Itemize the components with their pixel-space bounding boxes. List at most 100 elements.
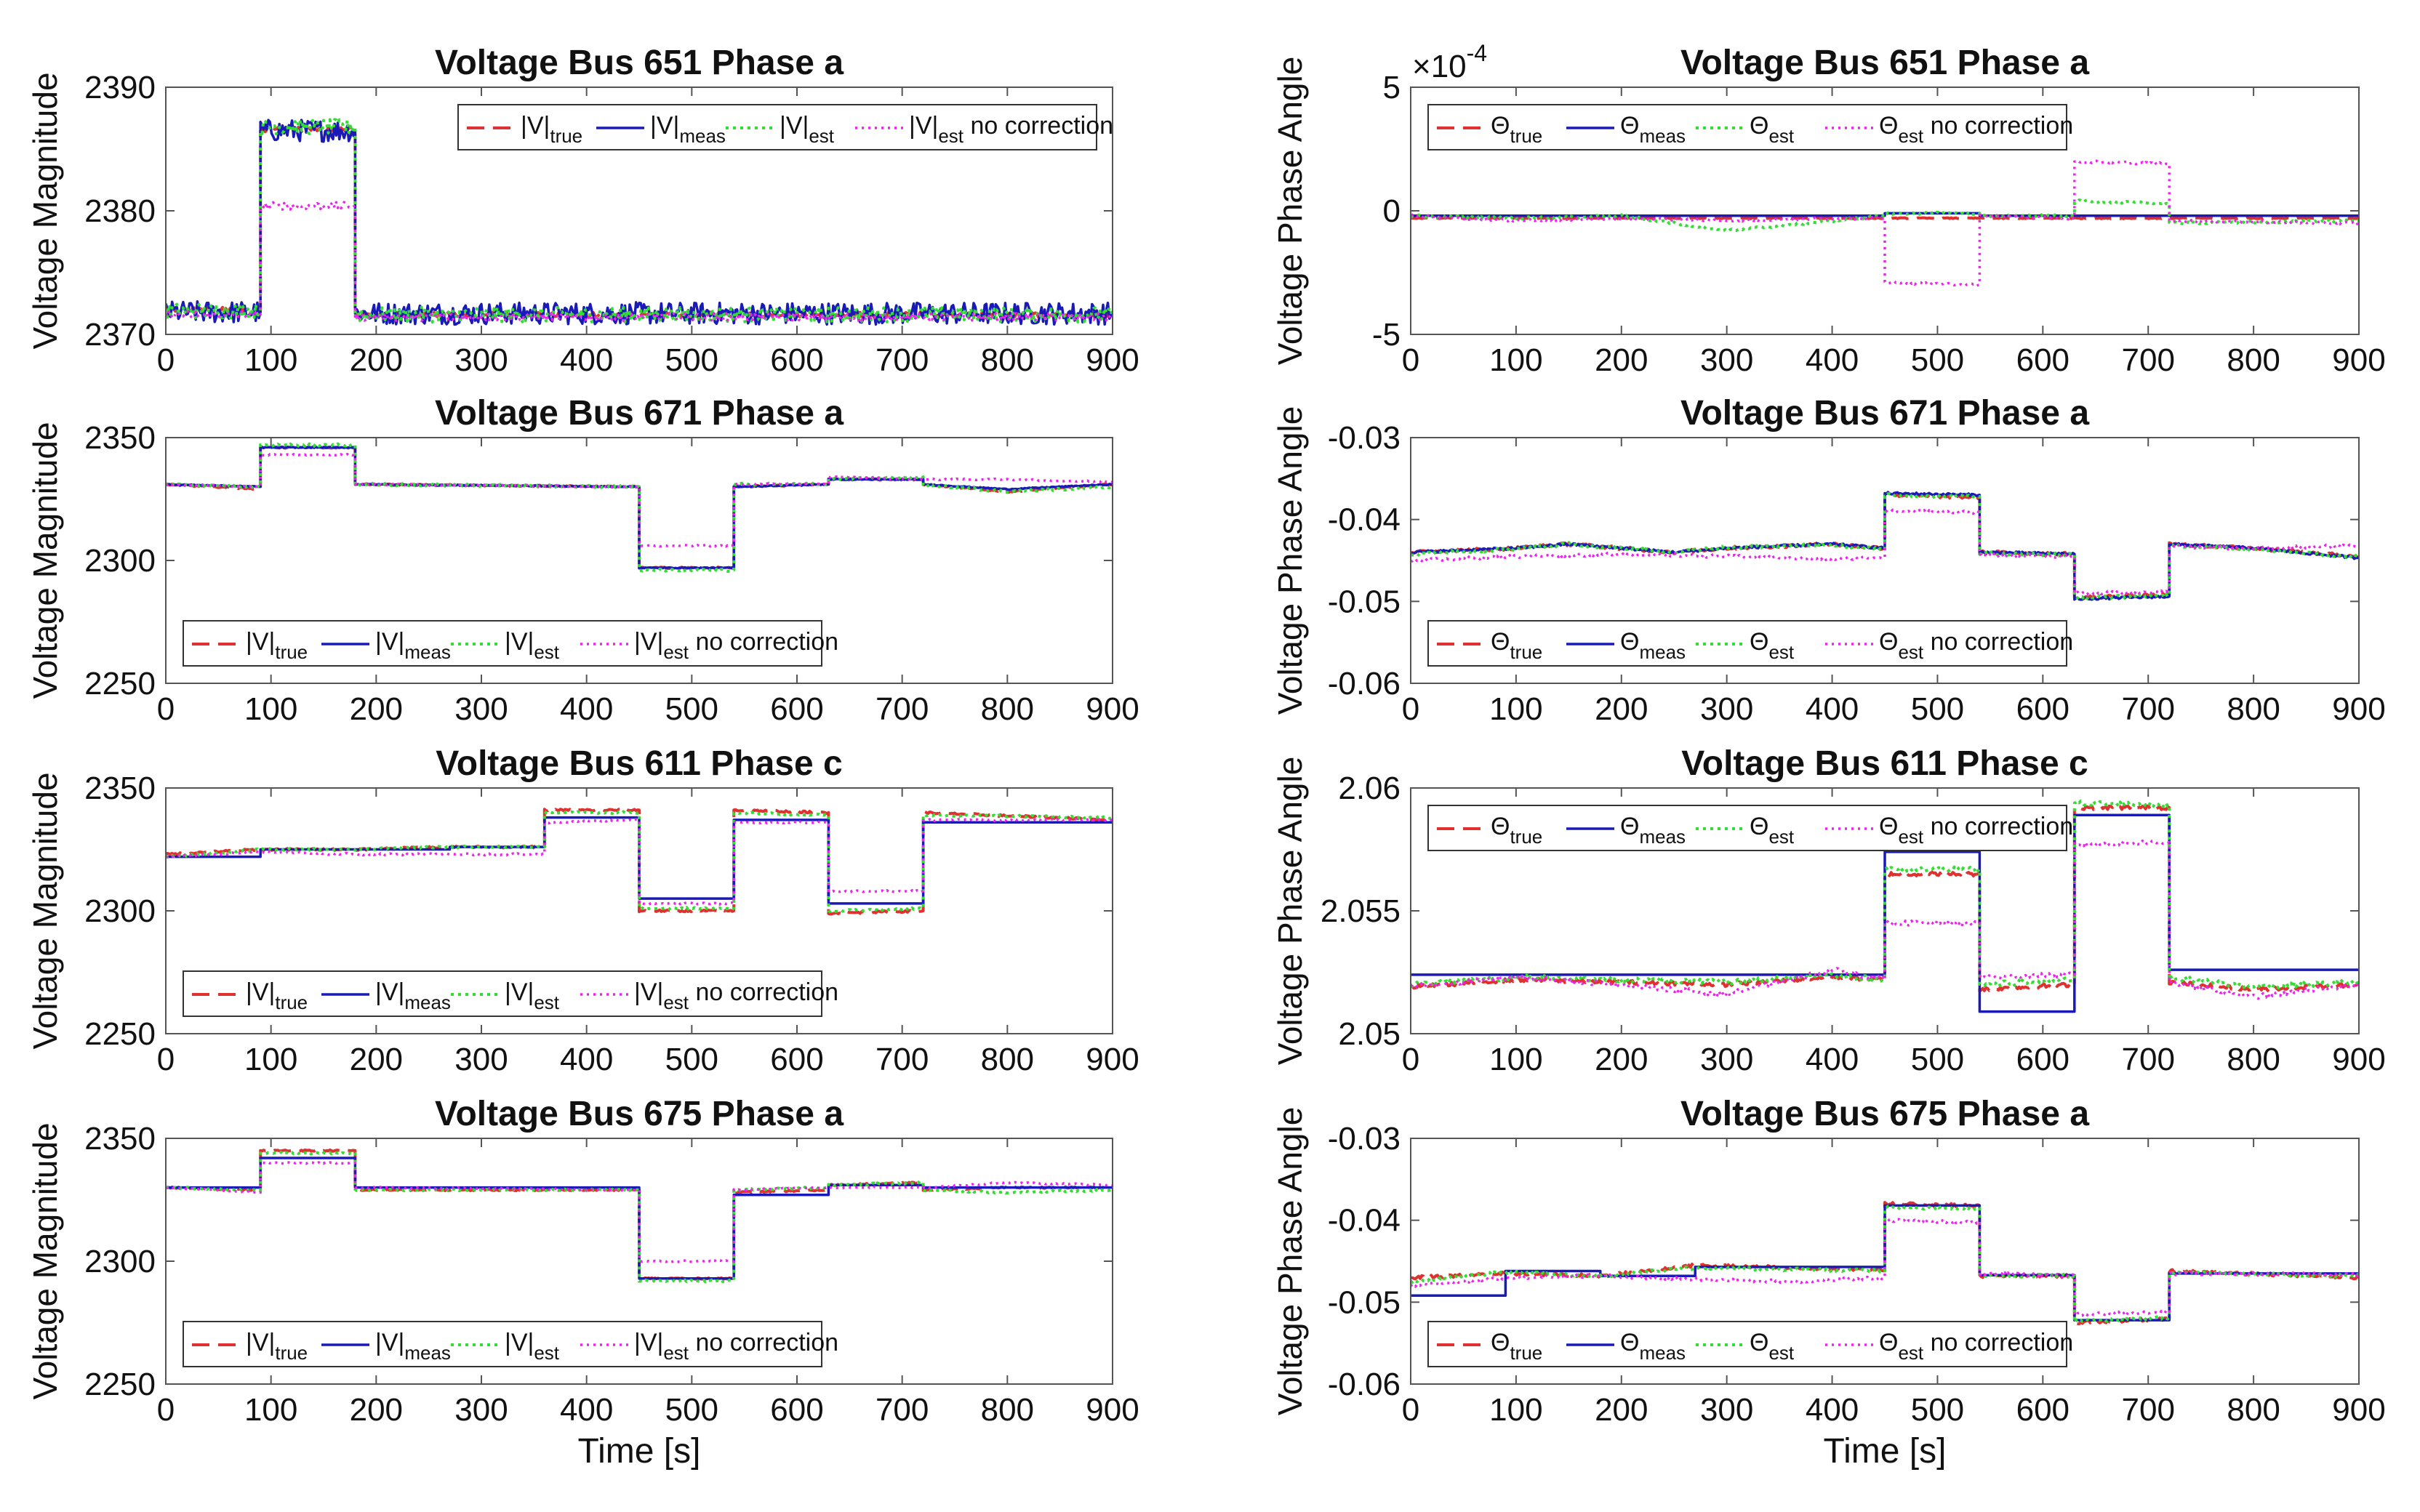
legend-label-est: Θest <box>1750 813 1795 848</box>
series-line-est <box>166 118 1113 323</box>
x-tick-label: 800 <box>981 342 1034 378</box>
legend-subscript: true <box>275 1342 308 1364</box>
legend-label-true: Θtrue <box>1491 813 1542 848</box>
x-tick-label: 400 <box>1806 1392 1859 1428</box>
series-line-nocorr <box>166 452 1113 548</box>
legend-symbol: Θ <box>1879 1329 1898 1356</box>
legend-subscript: est <box>938 125 963 147</box>
x-tick-label: 600 <box>770 1042 823 1077</box>
x-tick-label: 400 <box>1806 691 1859 727</box>
y-tick-label: -0.05 <box>1328 584 1401 619</box>
series-line-true <box>1411 1201 2359 1326</box>
x-tick-label: 0 <box>1402 691 1419 727</box>
legend: Θtrue Θmeas Θest Θest no correction <box>1427 620 2073 667</box>
legend-symbol: |V| <box>505 978 534 1006</box>
legend-symbol: Θ <box>1879 813 1898 840</box>
x-tick-label: 0 <box>1402 342 1419 378</box>
x-tick-label: 700 <box>2122 1042 2175 1077</box>
legend-subscript: true <box>1510 641 1542 663</box>
legend-label-est: Θest <box>1750 112 1795 147</box>
series-line-true <box>1411 216 2359 220</box>
chart-mag-651a: 0 100 200 300 400 500 600 700 800 900 2370 2380 2390… <box>26 44 1139 378</box>
x-tick-label: 800 <box>2227 342 2280 378</box>
series-line-meas <box>166 118 1113 326</box>
x-tick-label: 900 <box>2332 691 2385 727</box>
series-line-true <box>166 1148 1113 1281</box>
series-group <box>166 1148 1113 1284</box>
series-group <box>1411 799 2359 1013</box>
legend-subscript: est <box>1898 826 1923 848</box>
x-tick-label: 400 <box>1806 342 1859 378</box>
x-tick-label: 600 <box>2016 1042 2070 1077</box>
legend-symbol: |V| <box>375 1329 404 1356</box>
legend-subscript: true <box>550 125 582 147</box>
y-tick-label: 2350 <box>84 1121 156 1157</box>
legend-symbol: |V| <box>246 628 275 656</box>
legend-label-meas: Θmeas <box>1620 1329 1686 1364</box>
legend-subscript: est <box>809 125 834 147</box>
legend-symbol: Θ <box>1750 628 1768 656</box>
legend-subscript: meas <box>1639 641 1686 663</box>
chart-title: Voltage Bus 675 Phase a <box>435 1095 844 1133</box>
legend-symbol: |V| <box>634 978 663 1006</box>
legend-label-true: Θtrue <box>1491 1329 1542 1364</box>
x-tick-label: 300 <box>454 342 508 378</box>
x-tick-label: 0 <box>157 691 175 727</box>
legend-symbol: |V| <box>246 978 275 1006</box>
y-tick-label: 2300 <box>84 893 156 929</box>
chart-ang-671a: 0 100 200 300 400 500 600 700 800 900 -0.06 -0.05 -0… <box>1271 394 2386 727</box>
series-line-meas <box>166 446 1113 570</box>
y-tick-label: -0.05 <box>1328 1284 1401 1320</box>
legend-symbol: Θ <box>1750 112 1768 140</box>
y-tick-label: 2250 <box>84 1367 156 1402</box>
legend-label-nocorr: |V|est no correction <box>634 1329 838 1364</box>
y-tick-label: 2.055 <box>1321 893 1401 929</box>
legend-suffix: no correction <box>963 112 1113 140</box>
legend-symbol: Θ <box>1750 1329 1768 1356</box>
x-tick-label: 600 <box>2016 691 2070 727</box>
legend-subscript: est <box>1768 641 1794 663</box>
legend-label-meas: Θmeas <box>1620 112 1686 147</box>
x-tick-label: 300 <box>1700 1392 1753 1428</box>
legend-box <box>1427 805 2067 851</box>
x-tick-label: 100 <box>244 691 297 727</box>
legend-symbol: |V| <box>634 1329 663 1356</box>
series-group <box>1411 158 2359 288</box>
legend-box <box>1427 620 2067 667</box>
series-line-true <box>166 808 1113 916</box>
legend-label-nocorr: Θest no correction <box>1879 112 2073 147</box>
legend: |V|true |V|meas |V|est |V|est no correction <box>183 620 838 667</box>
legend-label-true: |V|true <box>246 1329 308 1364</box>
series-line-nocorr <box>166 1161 1113 1263</box>
legend: |V|true |V|meas |V|est |V|est no correction <box>183 970 838 1017</box>
chart-title: Voltage Bus 611 Phase c <box>1681 744 2088 783</box>
x-tick-label: 200 <box>350 1042 403 1077</box>
x-tick-label: 800 <box>2227 691 2280 727</box>
legend-subscript: meas <box>679 125 726 147</box>
y-tick-label: 2350 <box>84 771 156 806</box>
x-tick-label: 200 <box>1595 691 1648 727</box>
x-tick-label: 400 <box>560 1042 613 1077</box>
legend-label-nocorr: |V|est no correction <box>909 112 1113 147</box>
y-axis-label: Voltage Phase Angle <box>1271 406 1309 715</box>
legend-subscript: est <box>534 1342 559 1364</box>
y-tick-label: 5 <box>1383 70 1401 105</box>
x-tick-label: 200 <box>1595 1042 1648 1077</box>
x-tick-label: 600 <box>2016 342 2070 378</box>
x-tick-label: 700 <box>876 1042 929 1077</box>
axes-box <box>1410 437 2360 684</box>
chart-title: Voltage Bus 651 Phase a <box>1680 44 2089 82</box>
x-tick-label: 600 <box>770 1392 823 1428</box>
y-tick-label: 2350 <box>84 420 156 456</box>
x-tick-label: 400 <box>560 691 613 727</box>
series-line-est <box>1411 198 2359 233</box>
legend-subscript: true <box>275 641 308 663</box>
x-tick-label: 900 <box>2332 1392 2385 1428</box>
exponent-base: ×10 <box>1412 49 1467 84</box>
legend-subscript: est <box>1898 125 1923 147</box>
series-group <box>166 442 1113 573</box>
legend-subscript: est <box>1898 1342 1923 1364</box>
x-tick-label: 400 <box>1806 1042 1859 1077</box>
chart-ang-675a: 0 100 200 300 400 500 600 700 800 900 -0.06 -0.05 -0… <box>1271 1095 2386 1471</box>
chart-mag-611c: 0 100 200 300 400 500 600 700 800 900 2250 2300 2350… <box>26 744 1139 1077</box>
